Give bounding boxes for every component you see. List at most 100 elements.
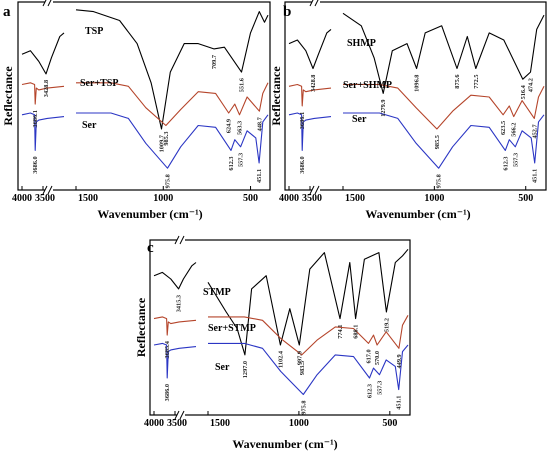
peak-label: 570.0 bbox=[374, 351, 381, 365]
series-label: Ser bbox=[352, 114, 367, 125]
peak-label: 563.3 bbox=[237, 121, 244, 135]
x-tick-label: 3500 bbox=[302, 193, 322, 204]
x-axis-label: Wavenumber (cm⁻¹) bbox=[365, 207, 470, 221]
axis-break-mark bbox=[179, 235, 185, 245]
axis-break-mark bbox=[174, 410, 180, 420]
x-tick-label: 3500 bbox=[35, 193, 55, 204]
peak-label: 975.8 bbox=[300, 401, 307, 415]
series-label: TSP bbox=[85, 26, 103, 37]
axis-break-mark bbox=[314, 185, 320, 195]
series-label: SHMP bbox=[347, 38, 376, 49]
x-tick-label: 4000 bbox=[12, 193, 32, 204]
peak-label: 1297.0 bbox=[242, 361, 249, 378]
peak-label: 1009.7 bbox=[159, 135, 166, 152]
series-label: Ser+STMP bbox=[208, 323, 256, 334]
axis-break-mark bbox=[174, 235, 180, 245]
peak-label: 3428.8 bbox=[43, 80, 50, 97]
series-label: Ser bbox=[215, 362, 230, 373]
peak-label: 875.6 bbox=[454, 75, 461, 89]
peak-label: 1102.4 bbox=[277, 350, 284, 368]
peak-label: 519.2 bbox=[383, 318, 390, 332]
peak-label: 557.3 bbox=[238, 153, 245, 167]
peak-label: 997.9 bbox=[296, 351, 303, 365]
peak-label: 612.3 bbox=[502, 156, 509, 170]
peak-label: 624.9 bbox=[226, 119, 233, 133]
series-line-ser bbox=[21, 112, 269, 169]
x-tick-label: 1000 bbox=[153, 193, 173, 204]
peak-label: 449.9 bbox=[396, 354, 403, 368]
series-line-ser bbox=[288, 112, 545, 169]
x-tick-label: 1500 bbox=[78, 193, 98, 204]
peak-label: 774.1 bbox=[337, 325, 344, 339]
peak-label: 452.7 bbox=[531, 124, 538, 138]
series-label: Ser+TSP bbox=[80, 78, 118, 89]
plot-frame bbox=[149, 239, 411, 416]
peak-label: 451.1 bbox=[532, 169, 539, 183]
axis-break-mark bbox=[47, 0, 52, 7]
x-tick-label: 500 bbox=[518, 193, 533, 204]
peak-label: 448.7 bbox=[256, 117, 263, 131]
series-label: Ser bbox=[82, 120, 97, 131]
peak-label: 3428.8 bbox=[310, 75, 317, 92]
peak-label: 451.1 bbox=[396, 396, 403, 410]
series-label: Ser+SHMP bbox=[343, 80, 392, 91]
plot-frame bbox=[284, 1, 547, 191]
peak-label: 3415.3 bbox=[176, 295, 183, 312]
y-axis-label: Reflectance bbox=[1, 66, 15, 126]
x-tick-label: 1500 bbox=[210, 418, 230, 429]
series-line-ser-tsp bbox=[21, 82, 269, 127]
x-tick-label: 1000 bbox=[424, 193, 444, 204]
x-tick-label: 4000 bbox=[279, 193, 299, 204]
axis-break-gap bbox=[45, 186, 53, 194]
peak-label: 474.2 bbox=[527, 78, 534, 92]
peak-label: 983.5 bbox=[299, 361, 306, 375]
axis-break-mark bbox=[47, 185, 53, 195]
panel-letter: b bbox=[283, 4, 291, 20]
peak-label: 612.3 bbox=[228, 156, 235, 170]
panel-a: 3428.8 1009.7 709.7 551.6 3686.1 985.3 624.9 56… bbox=[1, 0, 271, 195]
peak-label: 3686.0 bbox=[164, 384, 171, 401]
series-line-ser bbox=[153, 342, 409, 396]
axis-break-mark bbox=[179, 410, 185, 420]
panel-letter: c bbox=[147, 240, 154, 256]
series-line-ser-stmp bbox=[153, 315, 409, 356]
peak-label: 557.3 bbox=[376, 381, 383, 395]
peak-label: 516.4 bbox=[520, 84, 527, 99]
axis-break-gap bbox=[177, 411, 185, 419]
axis-break-mark bbox=[42, 185, 48, 195]
peak-label: 975.8 bbox=[164, 174, 171, 188]
peak-label: 772.5 bbox=[473, 75, 480, 89]
peak-label: 1279.9 bbox=[380, 99, 387, 116]
series-line-shmp bbox=[288, 12, 545, 94]
peak-label: 3686.1 bbox=[32, 110, 39, 127]
axis-break-gap bbox=[312, 186, 320, 194]
peak-label: 975.8 bbox=[436, 174, 443, 188]
x-tick-label: 500 bbox=[382, 418, 397, 429]
x-axis-label: Wavenumber (cm⁻¹) bbox=[97, 207, 202, 221]
peak-label: 3685.4 bbox=[164, 340, 171, 358]
axis-break-mark bbox=[309, 0, 314, 7]
plot-frame bbox=[17, 1, 271, 191]
peak-label: 985.5 bbox=[434, 135, 441, 149]
axis-break-gap bbox=[177, 236, 185, 244]
x-axis-label: Wavenumber (cm⁻¹) bbox=[232, 437, 337, 451]
peak-label: 566.2 bbox=[511, 123, 518, 137]
peak-label: 612.3 bbox=[366, 384, 373, 398]
peak-label: 985.3 bbox=[163, 131, 170, 145]
series-label: STMP bbox=[203, 287, 231, 298]
peak-label: 688.1 bbox=[353, 325, 360, 339]
peak-label: 3686.0 bbox=[299, 156, 306, 173]
x-tick-label: 1500 bbox=[345, 193, 365, 204]
peak-label: 557.3 bbox=[512, 153, 519, 167]
peak-label: 451.1 bbox=[256, 169, 263, 183]
peak-label: 3686.1 bbox=[299, 112, 306, 129]
axis-break-mark bbox=[42, 0, 47, 7]
series-line-tsp bbox=[21, 9, 269, 130]
peak-label: 3686.0 bbox=[32, 156, 39, 173]
x-tick-label: 3500 bbox=[167, 418, 187, 429]
x-tick-label: 500 bbox=[243, 193, 258, 204]
peak-label: 623.5 bbox=[500, 121, 507, 135]
panel-c: 3415.3 1297.0 1102.4 997.9 774.1 688.1 519.2 36… bbox=[134, 235, 411, 420]
